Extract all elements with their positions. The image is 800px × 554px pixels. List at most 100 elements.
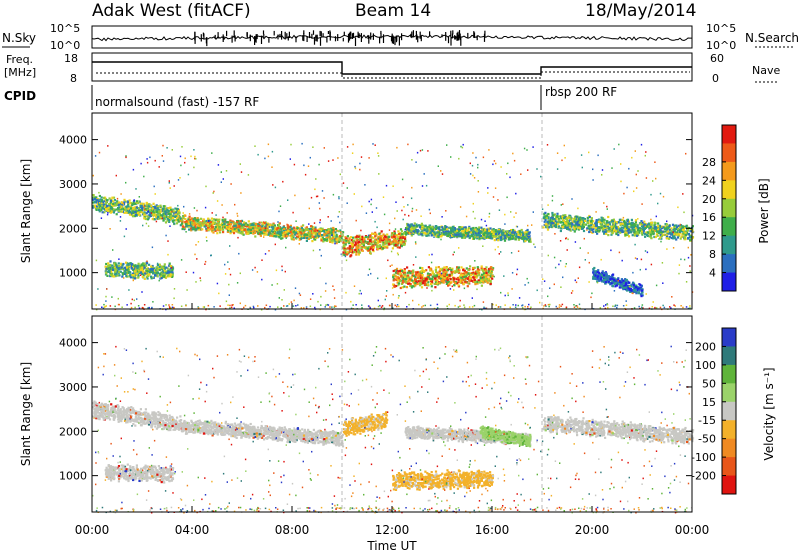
data-point: [210, 226, 213, 229]
data-point: [310, 225, 313, 228]
data-point: [279, 234, 282, 237]
data-point: [162, 205, 165, 208]
data-point: [360, 249, 363, 252]
data-point: [368, 242, 371, 246]
data-point: [165, 266, 168, 269]
data-point: [475, 230, 478, 233]
data-point: [146, 273, 149, 276]
data-point: [393, 232, 396, 235]
data-point: [446, 278, 449, 281]
data-point: [657, 231, 660, 235]
data-point: [479, 276, 482, 280]
data-point: [115, 208, 118, 211]
data-point: [393, 273, 396, 276]
data-point: [115, 272, 118, 275]
data-point: [374, 235, 377, 238]
data-point: [611, 232, 614, 235]
data-point: [326, 234, 329, 237]
data-point: [216, 232, 219, 235]
data-point: [138, 211, 141, 214]
data-point: [391, 247, 394, 250]
data-point: [121, 267, 124, 270]
data-point: [635, 223, 638, 226]
data-point: [221, 221, 224, 224]
data-point: [135, 201, 138, 204]
data-point: [494, 235, 497, 238]
data-point: [557, 222, 560, 225]
data-point: [567, 227, 570, 231]
data-point: [119, 210, 122, 213]
data-point: [447, 232, 451, 235]
data-point: [475, 273, 478, 276]
data-point: [104, 205, 107, 208]
data-point: [411, 279, 414, 282]
data-point: [575, 219, 578, 222]
data-point: [401, 236, 404, 239]
data-point: [468, 272, 471, 275]
data-point: [280, 230, 283, 233]
data-point: [372, 247, 375, 250]
data-point: [516, 231, 519, 234]
data-point: [499, 238, 502, 242]
data-point: [265, 224, 268, 227]
data-point: [274, 235, 278, 238]
data-point: [443, 228, 446, 231]
data-point: [293, 226, 296, 229]
data-point: [111, 196, 114, 199]
data-point: [616, 221, 619, 224]
data-point: [135, 206, 138, 209]
data-point: [447, 284, 450, 287]
data-point: [150, 277, 153, 280]
data-point: [202, 218, 205, 221]
data-point: [150, 209, 153, 212]
data-point: [420, 283, 423, 286]
data-point: [368, 235, 371, 238]
data-point: [364, 235, 367, 239]
data-point: [276, 231, 279, 235]
data-point: [159, 274, 162, 277]
data-point: [656, 234, 659, 237]
data-point: [615, 225, 618, 229]
data-point: [162, 266, 165, 269]
data-point: [118, 274, 121, 277]
data-point: [426, 274, 429, 277]
data-point: [159, 215, 163, 218]
data-point: [295, 235, 298, 238]
data-point: [185, 219, 188, 222]
data-point: [563, 219, 566, 222]
data-point: [438, 231, 441, 234]
data-point: [354, 248, 357, 252]
data-point: [476, 275, 479, 278]
data-point: [244, 222, 247, 225]
data-point: [689, 236, 693, 239]
data-point: [119, 270, 122, 273]
data-point: [168, 212, 171, 216]
data-point: [588, 216, 591, 219]
data-point: [463, 277, 466, 280]
data-point: [163, 265, 166, 268]
power-scatter: [92, 113, 695, 311]
data-point: [121, 275, 124, 278]
data-point: [93, 196, 96, 199]
data-point: [104, 270, 107, 273]
data-point: [325, 238, 328, 241]
data-point: [156, 275, 159, 278]
data-point: [551, 217, 554, 221]
data-point: [394, 237, 397, 240]
data-point: [261, 232, 264, 235]
data-point: [233, 228, 236, 231]
data-point: [184, 222, 187, 225]
data-point: [601, 217, 605, 220]
data-point: [383, 246, 386, 249]
data-point: [239, 232, 242, 235]
data-point: [169, 273, 172, 276]
data-point: [116, 200, 119, 203]
data-point: [112, 208, 115, 211]
data-point: [630, 218, 633, 221]
data-point: [158, 212, 162, 215]
beam-title: Beam 14: [355, 1, 431, 21]
date-title: 18/May/2014: [585, 1, 697, 21]
data-point: [121, 273, 124, 276]
data-point: [476, 266, 479, 269]
data-point: [124, 206, 127, 209]
